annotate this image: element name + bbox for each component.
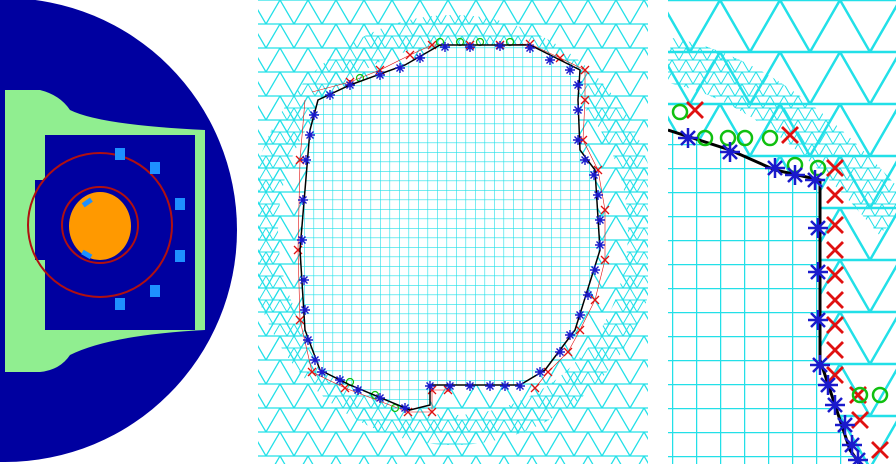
core <box>69 192 131 260</box>
ring-outer <box>27 152 173 298</box>
geometry-panel <box>0 0 237 462</box>
notch <box>35 180 47 260</box>
pins <box>81 148 185 310</box>
refined-ring <box>258 15 648 445</box>
ring-inner <box>61 186 139 264</box>
zoom-panel <box>668 0 896 464</box>
mesh-panel <box>258 0 648 464</box>
